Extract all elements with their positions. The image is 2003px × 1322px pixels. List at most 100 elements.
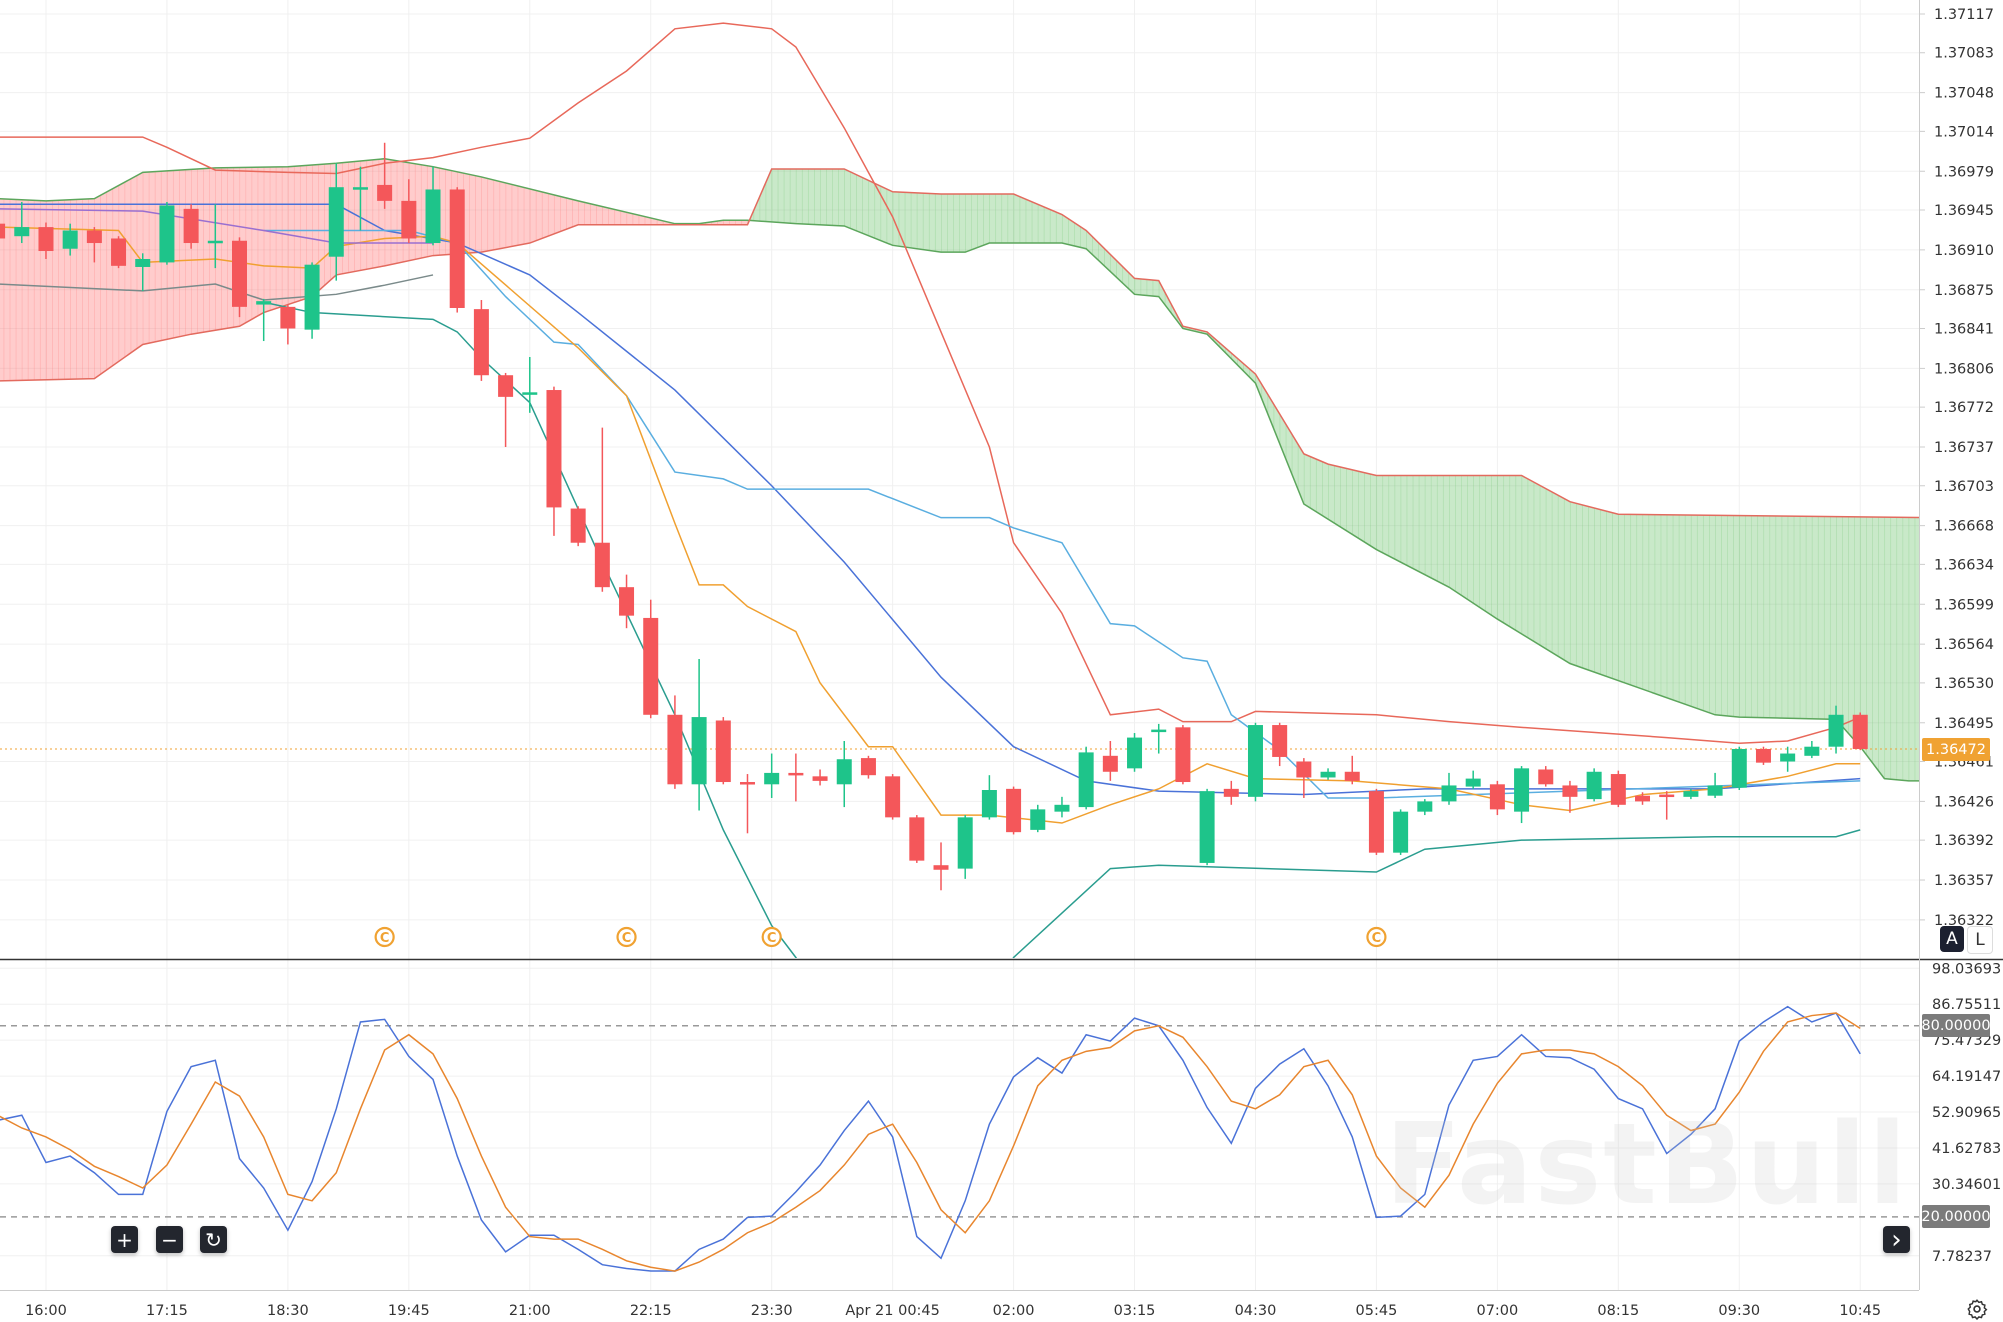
reset-chart-button[interactable]: ↻ <box>200 1226 227 1253</box>
cloud-segment <box>1678 514 1686 705</box>
candle-body <box>1489 784 1505 810</box>
cloud-segment <box>1449 475 1456 592</box>
candle <box>643 599 659 719</box>
time-axis[interactable]: 16:00 17:15 18:30 19:45 21:00 22:15 23:30 Apr 2… <box>25 1303 1881 1319</box>
cloud-segment <box>384 158 392 266</box>
cloud-segment <box>1654 514 1662 696</box>
candle <box>1683 788 1699 800</box>
oscillator-pane[interactable] <box>0 1005 1919 1272</box>
time-tick-label: 05:45 <box>1356 1303 1398 1319</box>
candle <box>207 204 223 269</box>
event-marker-icon[interactable] <box>616 926 637 948</box>
candle <box>425 166 441 246</box>
cloud-segment <box>1805 516 1813 719</box>
oscillator-levels <box>0 1024 1919 1218</box>
cloud-segment <box>1848 516 1855 740</box>
candle <box>159 202 175 265</box>
cloud-segment <box>1140 278 1148 296</box>
event-marker-label: C <box>767 931 777 946</box>
cloud-segment <box>1134 278 1142 295</box>
candle-body <box>1151 729 1167 733</box>
candle-body <box>860 758 876 776</box>
cloud-segment <box>983 194 990 246</box>
cloud-segment <box>221 167 229 330</box>
cloud-segment <box>850 171 857 231</box>
candle <box>1223 780 1239 805</box>
cloud-segment <box>553 194 561 234</box>
price-tick-label: 1.36495 <box>1934 716 1994 732</box>
cloud-segment <box>1509 475 1517 631</box>
cloud-segment <box>1255 374 1263 399</box>
cloud-segment <box>953 194 960 253</box>
candle-body <box>1586 771 1602 800</box>
cloud-segment <box>1890 517 1898 780</box>
candle-body <box>715 720 731 783</box>
cloud-segment <box>58 200 65 380</box>
cloud-segment <box>197 168 204 334</box>
cloud-segment <box>1588 506 1595 673</box>
cloud-segment <box>1872 517 1879 771</box>
event-marker-icon[interactable] <box>1366 926 1387 948</box>
price-tick-label: 1.36426 <box>1934 794 1994 810</box>
settings-gear-icon[interactable] <box>1966 1298 1988 1320</box>
candle <box>1320 768 1336 780</box>
candle <box>1006 786 1022 835</box>
cloud-segment <box>1068 218 1075 246</box>
cloud-segment <box>1606 511 1613 679</box>
cloud-segment <box>832 168 839 226</box>
candle-body <box>1804 746 1820 756</box>
candle <box>1368 788 1384 855</box>
event-marker-icon[interactable] <box>761 926 782 948</box>
candle-body <box>473 309 489 376</box>
candle-body <box>981 789 997 818</box>
cloud-segment <box>789 168 797 224</box>
cloud-segment <box>1745 515 1752 718</box>
cloud-segment <box>185 169 192 336</box>
cloud-segment <box>1279 413 1287 459</box>
candle <box>1175 725 1191 785</box>
candle-body <box>570 508 586 543</box>
indicator-line-mid-line <box>263 229 1861 799</box>
event-marker-icon[interactable] <box>374 926 395 948</box>
cloud-segment <box>15 199 23 381</box>
scroll-right-button[interactable]: › <box>1883 1226 1910 1253</box>
cloud-segment <box>318 164 325 292</box>
cloud-segment <box>566 197 573 230</box>
cloud-segment <box>777 168 785 223</box>
zoom-out-button[interactable]: − <box>156 1226 183 1253</box>
cloud-segment <box>1031 201 1039 244</box>
price-tick-label: 1.36322 <box>1934 913 1994 929</box>
cloud-segment <box>1025 199 1033 244</box>
level-tag-20: 20.00000 <box>1921 1205 1991 1228</box>
price-tick-label: 1.36634 <box>1934 557 1994 573</box>
cloud-segment <box>70 199 77 380</box>
candle <box>1635 792 1651 805</box>
cloud-segment <box>765 168 773 222</box>
cloud-segment <box>130 175 138 354</box>
candle-body <box>328 187 344 257</box>
cloud-segment <box>469 174 476 254</box>
auto-scale-button[interactable]: A <box>1940 926 1964 952</box>
cloud-segment <box>439 167 446 256</box>
cloud-segment <box>1158 280 1166 305</box>
oscillator-axis[interactable]: 98.03693 86.75511 75.47329 64.19147 52.90965… <box>1932 961 2001 1264</box>
cloud-segment <box>172 170 180 339</box>
cloud-segment <box>1001 194 1009 244</box>
cloud-segment <box>1769 515 1777 718</box>
candle <box>836 741 852 808</box>
log-scale-button[interactable]: L <box>1967 926 1993 954</box>
cloud-segment <box>1430 475 1438 581</box>
oscillator-tick-label: 64.19147 <box>1932 1069 2001 1085</box>
price-tick-label: 1.36703 <box>1934 479 1994 495</box>
cloud-segment <box>487 178 495 252</box>
price-axis[interactable]: 1.37117 1.37083 1.37048 1.37014 1.36979 1.369… <box>1919 7 1994 929</box>
zoom-in-button[interactable]: + <box>111 1226 138 1253</box>
candle-body <box>1707 785 1723 796</box>
cloud-segment <box>1811 516 1819 719</box>
cloud-segment <box>959 194 966 253</box>
cloud-segment <box>1080 226 1087 249</box>
cloud-segment <box>1485 475 1492 616</box>
cloud-segment <box>1557 495 1565 660</box>
